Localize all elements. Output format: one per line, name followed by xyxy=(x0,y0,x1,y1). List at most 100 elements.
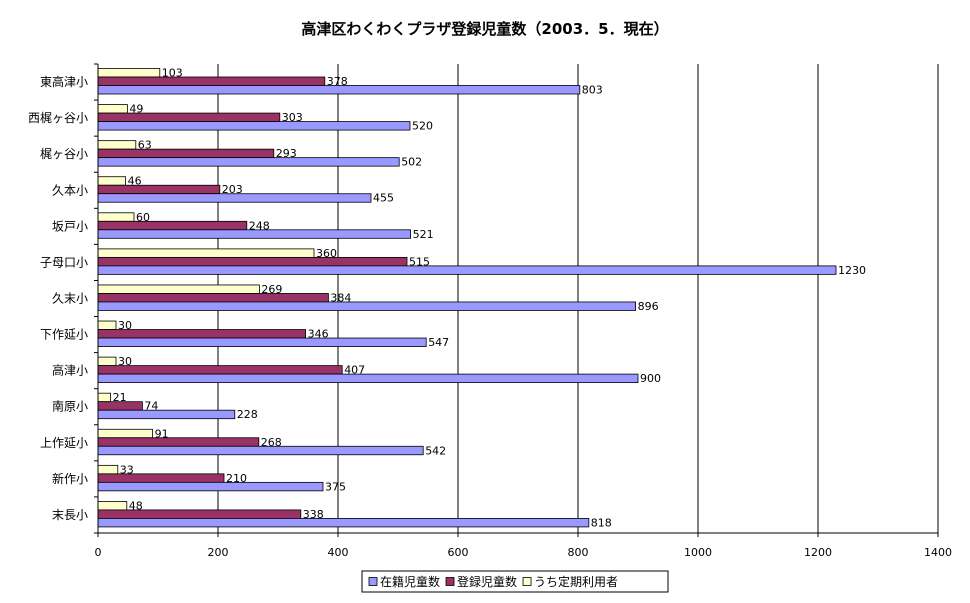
x-tick-label: 600 xyxy=(448,546,469,559)
legend-swatch xyxy=(445,577,455,586)
data-label: 455 xyxy=(373,192,394,205)
legend-label: 登録児童数 xyxy=(457,574,517,589)
category-label: 新作小 xyxy=(52,471,88,486)
data-label: 502 xyxy=(401,156,422,169)
x-tick-label: 1400 xyxy=(924,546,952,559)
bar xyxy=(97,293,329,303)
data-label: 521 xyxy=(413,228,434,241)
data-label: 360 xyxy=(316,247,337,260)
bar xyxy=(97,220,248,231)
category-label: 南原小 xyxy=(52,399,88,414)
bar xyxy=(97,501,128,511)
category-label: 西梶ヶ谷小 xyxy=(28,111,88,125)
value-labels: 103 378 803 49 303 520 63 293 502 46 203 455 60 248 52… xyxy=(113,67,866,530)
data-label: 896 xyxy=(638,300,659,313)
bar xyxy=(97,248,315,258)
legend-swatch xyxy=(522,577,532,586)
data-label: 515 xyxy=(409,255,430,268)
x-tick-label: 0 xyxy=(95,546,102,559)
data-label: 803 xyxy=(582,84,603,97)
data-label: 21 xyxy=(113,391,127,404)
data-label: 293 xyxy=(276,147,297,160)
bar xyxy=(97,428,153,439)
legend-label: うち定期利用者 xyxy=(534,574,618,589)
data-label: 900 xyxy=(640,372,661,385)
x-tick-label: 1200 xyxy=(804,546,832,559)
bar xyxy=(97,320,117,330)
bar xyxy=(97,140,137,150)
data-label: 103 xyxy=(162,67,183,80)
data-label: 346 xyxy=(308,328,329,341)
bar xyxy=(97,121,411,131)
category-label: 高津小 xyxy=(52,363,88,378)
data-label: 547 xyxy=(428,336,449,349)
data-label: 60 xyxy=(136,211,150,224)
bar xyxy=(97,437,260,447)
bar xyxy=(97,265,837,275)
data-label: 30 xyxy=(118,319,132,332)
bar xyxy=(97,212,135,222)
bar xyxy=(97,184,221,195)
category-label: 坂戸小 xyxy=(52,219,88,233)
data-label: 375 xyxy=(325,480,346,493)
bar xyxy=(97,301,636,311)
category-label: 久末小 xyxy=(52,292,88,306)
data-label: 63 xyxy=(138,139,152,152)
bar xyxy=(97,256,408,267)
category-label: 東高津小 xyxy=(40,74,88,89)
bar xyxy=(97,356,117,367)
chart-title: 高津区わくわくプラザ登録児童数（2003．5．現在） xyxy=(301,20,668,38)
data-label: 268 xyxy=(261,436,282,449)
legend-label: 在籍児童数 xyxy=(380,574,440,589)
data-label: 30 xyxy=(118,355,132,368)
data-label: 407 xyxy=(344,364,365,377)
data-label: 338 xyxy=(303,508,324,521)
x-tick-label: 800 xyxy=(568,546,589,559)
data-label: 203 xyxy=(222,183,243,196)
data-label: 1230 xyxy=(838,264,866,277)
bar xyxy=(97,104,128,114)
data-label: 210 xyxy=(226,472,247,485)
bar xyxy=(97,392,111,403)
bar xyxy=(97,76,326,86)
x-tick-label: 400 xyxy=(328,546,349,559)
x-tick-label: 1000 xyxy=(684,546,712,559)
data-label: 520 xyxy=(412,120,433,133)
legend: 在籍児童数 登録児童数 うち定期利用者 xyxy=(361,570,669,593)
category-label: 久本小 xyxy=(52,183,88,197)
bar xyxy=(97,68,161,78)
category-labels: 東高津小西梶ヶ谷小梶ヶ谷小久本小坂戸小子母口小久末小下作延小高津小南原小上作延小… xyxy=(28,63,98,534)
data-label: 542 xyxy=(425,444,446,457)
data-label: 248 xyxy=(249,219,270,232)
data-label: 818 xyxy=(591,516,612,529)
category-label: 下作延小 xyxy=(40,328,88,342)
legend-swatch xyxy=(368,577,378,586)
data-label: 46 xyxy=(128,175,142,188)
x-tick-label: 200 xyxy=(208,546,229,559)
bar xyxy=(97,176,127,186)
data-label: 384 xyxy=(330,291,351,304)
data-label: 378 xyxy=(327,75,348,88)
bar xyxy=(97,518,590,528)
bar xyxy=(97,112,281,122)
category-label: 梶ヶ谷小 xyxy=(40,147,88,161)
data-label: 74 xyxy=(144,400,158,413)
category-label: 子母口小 xyxy=(40,255,88,269)
bar xyxy=(97,284,260,294)
grid-lines xyxy=(217,64,939,533)
bar xyxy=(97,157,400,167)
bar xyxy=(97,148,275,159)
bar xyxy=(97,337,427,347)
bar xyxy=(97,409,236,420)
data-label: 228 xyxy=(237,408,258,421)
bar xyxy=(97,481,324,492)
bar xyxy=(97,373,639,384)
legend-box xyxy=(361,570,669,593)
data-label: 303 xyxy=(282,111,303,124)
category-label: 末長小 xyxy=(52,508,88,522)
data-label: 91 xyxy=(155,427,169,440)
bar xyxy=(97,365,343,375)
x-axis-ticks: 0 200 400 600 800 1000 1200 1400 xyxy=(95,533,952,559)
